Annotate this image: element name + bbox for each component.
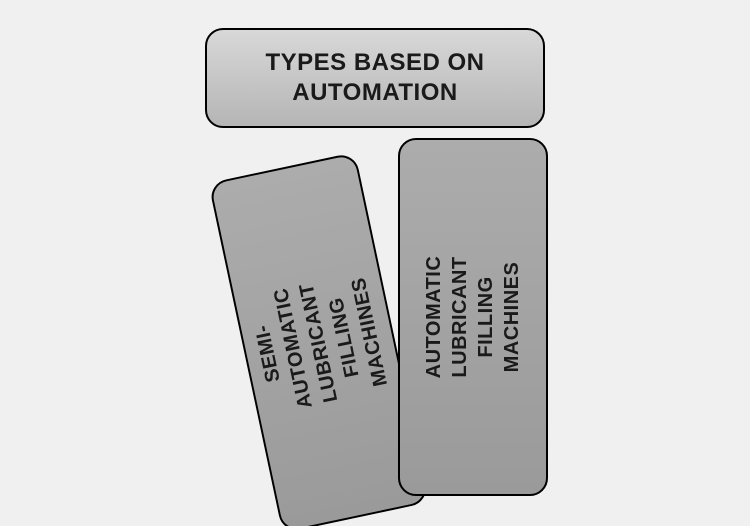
node-automatic-label: AUTOMATIC LUBRICANT FILLING MACHINES: [421, 244, 525, 390]
node-root-label: TYPES BASED ON AUTOMATION: [265, 48, 484, 108]
node-semi-automatic-label: SEMI-AUTOMATIC LUBRICANT FILLING MACHINE…: [240, 258, 398, 428]
diagram-canvas: TYPES BASED ON AUTOMATION SEMI-AUTOMATIC…: [0, 0, 750, 526]
node-root: TYPES BASED ON AUTOMATION: [205, 28, 545, 128]
node-automatic: AUTOMATIC LUBRICANT FILLING MACHINES: [398, 138, 548, 496]
node-semi-automatic: SEMI-AUTOMATIC LUBRICANT FILLING MACHINE…: [208, 152, 429, 526]
